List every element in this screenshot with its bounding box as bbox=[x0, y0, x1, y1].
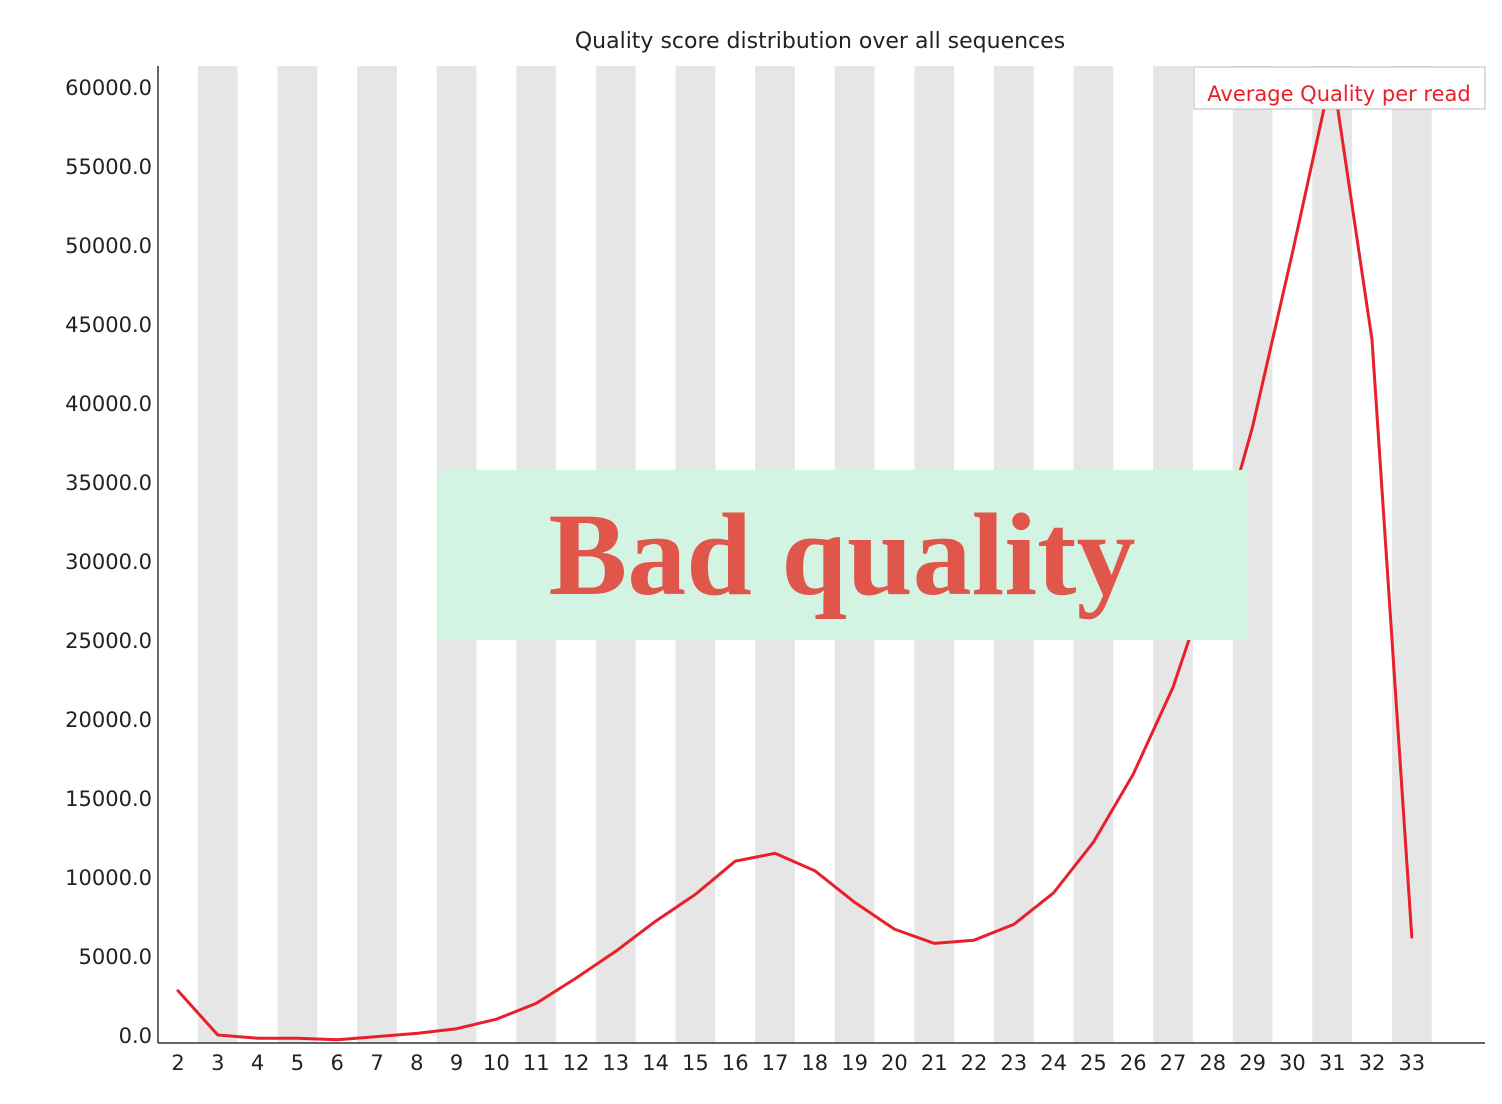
x-tick-label: 6 bbox=[331, 1051, 344, 1075]
legend-box bbox=[1193, 66, 1486, 110]
x-tick-label: 26 bbox=[1120, 1051, 1147, 1075]
x-tick-label: 4 bbox=[251, 1051, 264, 1075]
x-tick-label: 7 bbox=[370, 1051, 383, 1075]
y-tick-label: 50000.0 bbox=[65, 234, 152, 258]
x-tick-label: 33 bbox=[1398, 1051, 1425, 1075]
legend: Average Quality per read bbox=[1193, 66, 1486, 110]
y-axis-ticks: 0.0 5000.0 10000.0 15000.0 20000.0 25000.0 300… bbox=[65, 76, 152, 1048]
x-tick-label: 13 bbox=[602, 1051, 629, 1075]
x-tick-label: 12 bbox=[563, 1051, 590, 1075]
chart-title: Quality score distribution over all sequ… bbox=[575, 29, 1065, 54]
x-tick-label: 15 bbox=[682, 1051, 709, 1075]
x-tick-label: 23 bbox=[1000, 1051, 1027, 1075]
x-tick-label: 14 bbox=[642, 1051, 669, 1075]
x-tick-label: 32 bbox=[1359, 1051, 1386, 1075]
x-tick-label: 17 bbox=[762, 1051, 789, 1075]
grid-band-7 bbox=[357, 66, 397, 1043]
y-tick-label: 5000.0 bbox=[79, 945, 152, 969]
x-tick-label: 28 bbox=[1199, 1051, 1226, 1075]
x-tick-label: 8 bbox=[410, 1051, 423, 1075]
x-tick-label: 30 bbox=[1279, 1051, 1306, 1075]
x-tick-label: 21 bbox=[921, 1051, 948, 1075]
y-tick-label: 60000.0 bbox=[65, 76, 152, 100]
x-tick-label: 20 bbox=[881, 1051, 908, 1075]
x-axis-ticks: 2 3 4 5 6 7 8 9 10 11 12 13 14 15 16 17 18 19 20 21 22 23 24 25… bbox=[171, 1051, 1425, 1075]
x-tick-label: 5 bbox=[291, 1051, 304, 1075]
axes bbox=[157, 66, 1485, 1044]
x-tick-label: 27 bbox=[1160, 1051, 1187, 1075]
x-tick-label: 22 bbox=[961, 1051, 988, 1075]
y-tick-label: 45000.0 bbox=[65, 313, 152, 337]
x-tick-label: 10 bbox=[483, 1051, 510, 1075]
x-tick-label: 29 bbox=[1239, 1051, 1266, 1075]
y-tick-label: 25000.0 bbox=[65, 629, 152, 653]
y-tick-label: 15000.0 bbox=[65, 787, 152, 811]
y-tick-label: 30000.0 bbox=[65, 550, 152, 574]
y-tick-label: 40000.0 bbox=[65, 392, 152, 416]
legend-entry: Average Quality per read bbox=[1207, 82, 1470, 106]
grid-band-33 bbox=[1391, 66, 1432, 1043]
x-tick-label: 3 bbox=[211, 1051, 224, 1075]
x-tick-label: 31 bbox=[1319, 1051, 1346, 1075]
y-tick-label: 0.0 bbox=[119, 1024, 152, 1048]
x-tick-label: 16 bbox=[722, 1051, 749, 1075]
overlay-label: Bad quality bbox=[548, 489, 1136, 620]
grid-band-3 bbox=[197, 66, 238, 1043]
x-tick-label: 18 bbox=[801, 1051, 828, 1075]
grid-band-31 bbox=[1312, 66, 1353, 1043]
bad-quality-overlay: Bad quality bbox=[437, 470, 1247, 640]
x-tick-label: 19 bbox=[841, 1051, 868, 1075]
grid-band-5 bbox=[277, 66, 318, 1043]
y-tick-label: 35000.0 bbox=[65, 471, 152, 495]
x-tick-label: 24 bbox=[1040, 1051, 1067, 1075]
x-tick-label: 11 bbox=[523, 1051, 550, 1075]
y-tick-label: 55000.0 bbox=[65, 155, 152, 179]
x-tick-label: 9 bbox=[450, 1051, 463, 1075]
x-tick-label: 25 bbox=[1080, 1051, 1107, 1075]
x-tick-label: 2 bbox=[171, 1051, 184, 1075]
y-tick-label: 20000.0 bbox=[65, 708, 152, 732]
y-tick-label: 10000.0 bbox=[65, 866, 152, 890]
